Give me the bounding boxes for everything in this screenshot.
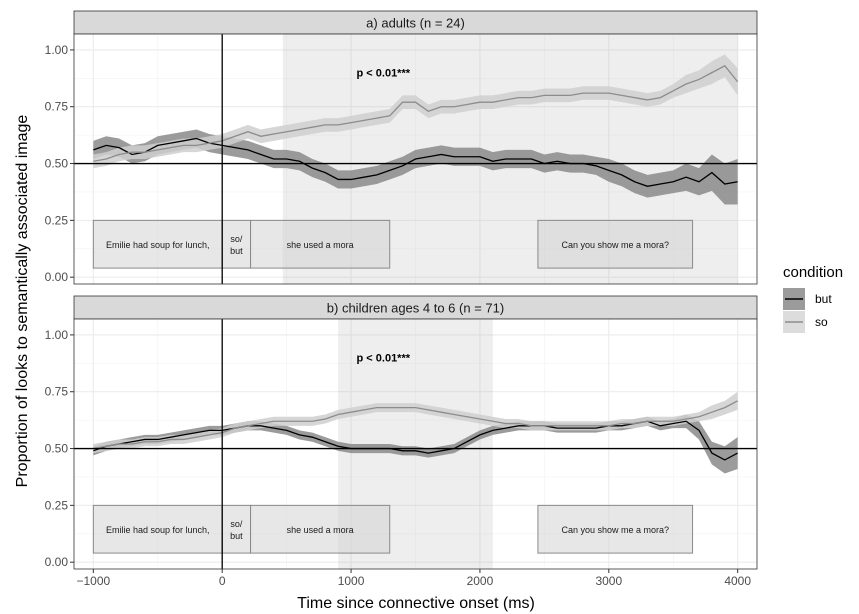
x-tick-label: 2000 <box>467 574 494 588</box>
y-tick-label: 0.75 <box>45 100 69 114</box>
series-line-but <box>93 137 738 187</box>
y-tick-label: 1.00 <box>45 43 69 57</box>
sentence-segment-label: but <box>230 246 243 256</box>
sentence-segment-label: Emilie had soup for lunch, <box>106 240 210 250</box>
sentence-segment-label: Can you show me a mora? <box>561 525 669 535</box>
sentence-segment-box <box>92 219 223 269</box>
sentence-segment-box <box>250 219 391 269</box>
sentence-segment-box <box>92 504 223 554</box>
sentence-segment-box <box>221 504 252 554</box>
significance-annotation: p < 0.01*** <box>357 353 411 365</box>
x-tick-label: −1000 <box>76 574 110 588</box>
x-tick-label: 3000 <box>595 574 622 588</box>
ci-ribbon-but <box>93 129 738 205</box>
y-tick-label: 0.00 <box>45 270 69 284</box>
ci-ribbon-so <box>93 391 738 454</box>
y-tick-label: 1.00 <box>45 328 69 342</box>
panel-border <box>73 318 758 570</box>
sentence-segment-label: but <box>230 531 243 541</box>
significance-annotation: p < 0.01*** <box>357 68 411 80</box>
panel-a: a) adults (n = 24) Emilie had soup for lu… <box>45 10 758 285</box>
y-tick-label: 0.50 <box>45 157 69 171</box>
y-tick-label: 0.50 <box>45 442 69 456</box>
legend: condition but so <box>783 264 843 333</box>
x-tick-label: 4000 <box>724 574 751 588</box>
sentence-segment-label: so/ <box>230 519 243 529</box>
panel-strip-label: a) adults (n = 24) <box>366 16 465 31</box>
ci-ribbon-so <box>93 54 738 169</box>
y-axis-title: Proportion of looks to semantically asso… <box>14 115 31 488</box>
legend-label-but: but <box>815 292 832 306</box>
sentence-segment-box <box>537 219 694 269</box>
series-line-so <box>93 400 738 450</box>
legend-title: condition <box>783 264 843 281</box>
sentence-segment-label: she used a mora <box>287 525 354 535</box>
legend-label-so: so <box>815 315 828 329</box>
sentence-segment-label: so/ <box>230 234 243 244</box>
series-line-but <box>93 420 738 461</box>
sentence-segment-label: she used a mora <box>287 240 354 250</box>
x-tick-label: 1000 <box>338 574 365 588</box>
panel-b: b) children ages 4 to 6 (n = 71) Emilie h… <box>45 295 758 588</box>
sentence-segment-label: Can you show me a mora? <box>561 240 669 250</box>
sentence-segment-box <box>250 504 391 554</box>
panel-border <box>73 33 758 285</box>
series-line-so <box>93 64 739 162</box>
y-tick-label: 0.25 <box>45 498 69 512</box>
x-tick-label: 0 <box>219 574 226 588</box>
panel-strip-label: b) children ages 4 to 6 (n = 71) <box>327 301 504 316</box>
y-tick-label: 0.00 <box>45 555 69 569</box>
y-tick-label: 0.75 <box>45 385 69 399</box>
x-axis-title: Time since connective onset (ms) <box>297 595 535 612</box>
y-tick-label: 0.25 <box>45 213 69 227</box>
sentence-segment-label: Emilie had soup for lunch, <box>106 525 210 535</box>
sentence-segment-box <box>537 504 694 554</box>
